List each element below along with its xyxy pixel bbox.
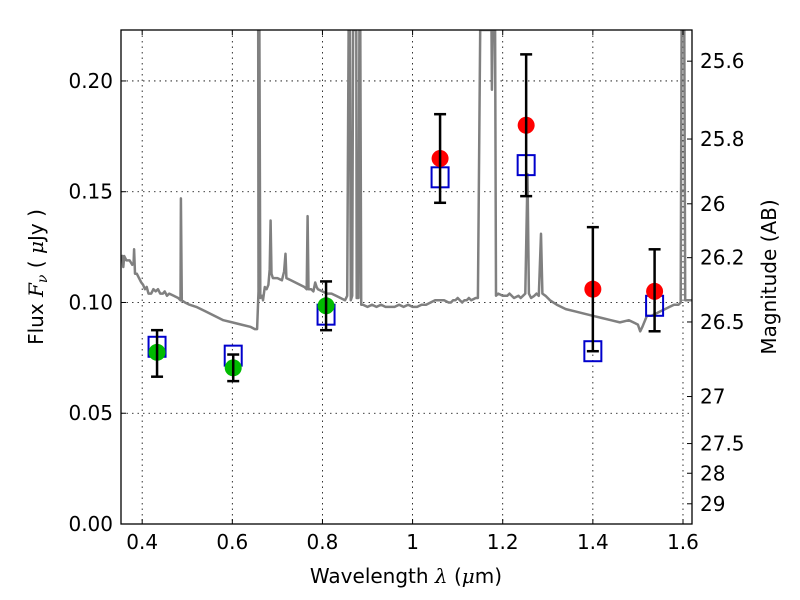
- y-label-symbol: F: [24, 282, 48, 298]
- markers: [147, 53, 665, 383]
- x-tick-label: 1: [406, 530, 419, 554]
- x-tick-label: 0.4: [126, 530, 158, 554]
- y2-tick-label: 28: [700, 461, 725, 485]
- x-label-symbol: λ: [434, 564, 448, 588]
- y2-axis: 25.6 25.8 26 26.2 26.5 27 27.5 28 29: [687, 49, 745, 516]
- x-label-text: Wavelength: [310, 564, 435, 588]
- y2-tick-label: 26.2: [700, 246, 745, 270]
- y2-tick-label: 26.5: [700, 310, 745, 334]
- y-tick-label: 0.15: [68, 180, 113, 204]
- y-tick-label: 0.00: [68, 512, 113, 536]
- x-tick-label: 1.4: [577, 530, 609, 554]
- x-tick-label: 1.2: [487, 530, 519, 554]
- y-axis: 0.00 0.05 0.10 0.15 0.20: [68, 69, 126, 536]
- y-label-text: Flux: [24, 297, 48, 345]
- y-tick-label: 0.10: [68, 290, 113, 314]
- x-label-mu: μ: [462, 564, 475, 588]
- y2-axis-label: Magnitude (AB): [757, 199, 781, 354]
- x-axis: 0.4 0.6 0.8 1 1.2 1.4 1.6: [126, 30, 699, 554]
- x-axis-label: Wavelength λ (μm): [310, 564, 502, 588]
- x-tick-label: 0.8: [307, 530, 339, 554]
- y-label-subscript: ν: [35, 274, 51, 283]
- x-tick-label: 0.6: [216, 530, 248, 554]
- x-tick-label: 1.6: [667, 530, 699, 554]
- y2-tick-label: 25.8: [700, 127, 745, 151]
- y2-tick-label: 25.6: [700, 49, 745, 73]
- y2-tick-label: 26: [700, 192, 725, 216]
- y2-tick-label: 27.5: [700, 432, 745, 456]
- y2-tick-label: 27: [700, 385, 725, 409]
- y-tick-label: 0.20: [68, 69, 113, 93]
- y-axis-label: Flux Fν ( μJy ): [24, 209, 51, 345]
- x-label-open: (: [448, 564, 462, 588]
- plot-frame: [120, 29, 693, 525]
- x-label-unit: m): [475, 564, 502, 588]
- spectrum-line: [121, 30, 692, 333]
- y2-tick-label: 29: [700, 492, 725, 516]
- y-label-mu: μ: [24, 241, 48, 254]
- y-label-unit: Jy ): [24, 209, 48, 243]
- spectrum-path: [121, 30, 692, 333]
- y-label-open: (: [24, 254, 48, 275]
- y-tick-label: 0.05: [68, 401, 113, 425]
- grid: [121, 30, 692, 524]
